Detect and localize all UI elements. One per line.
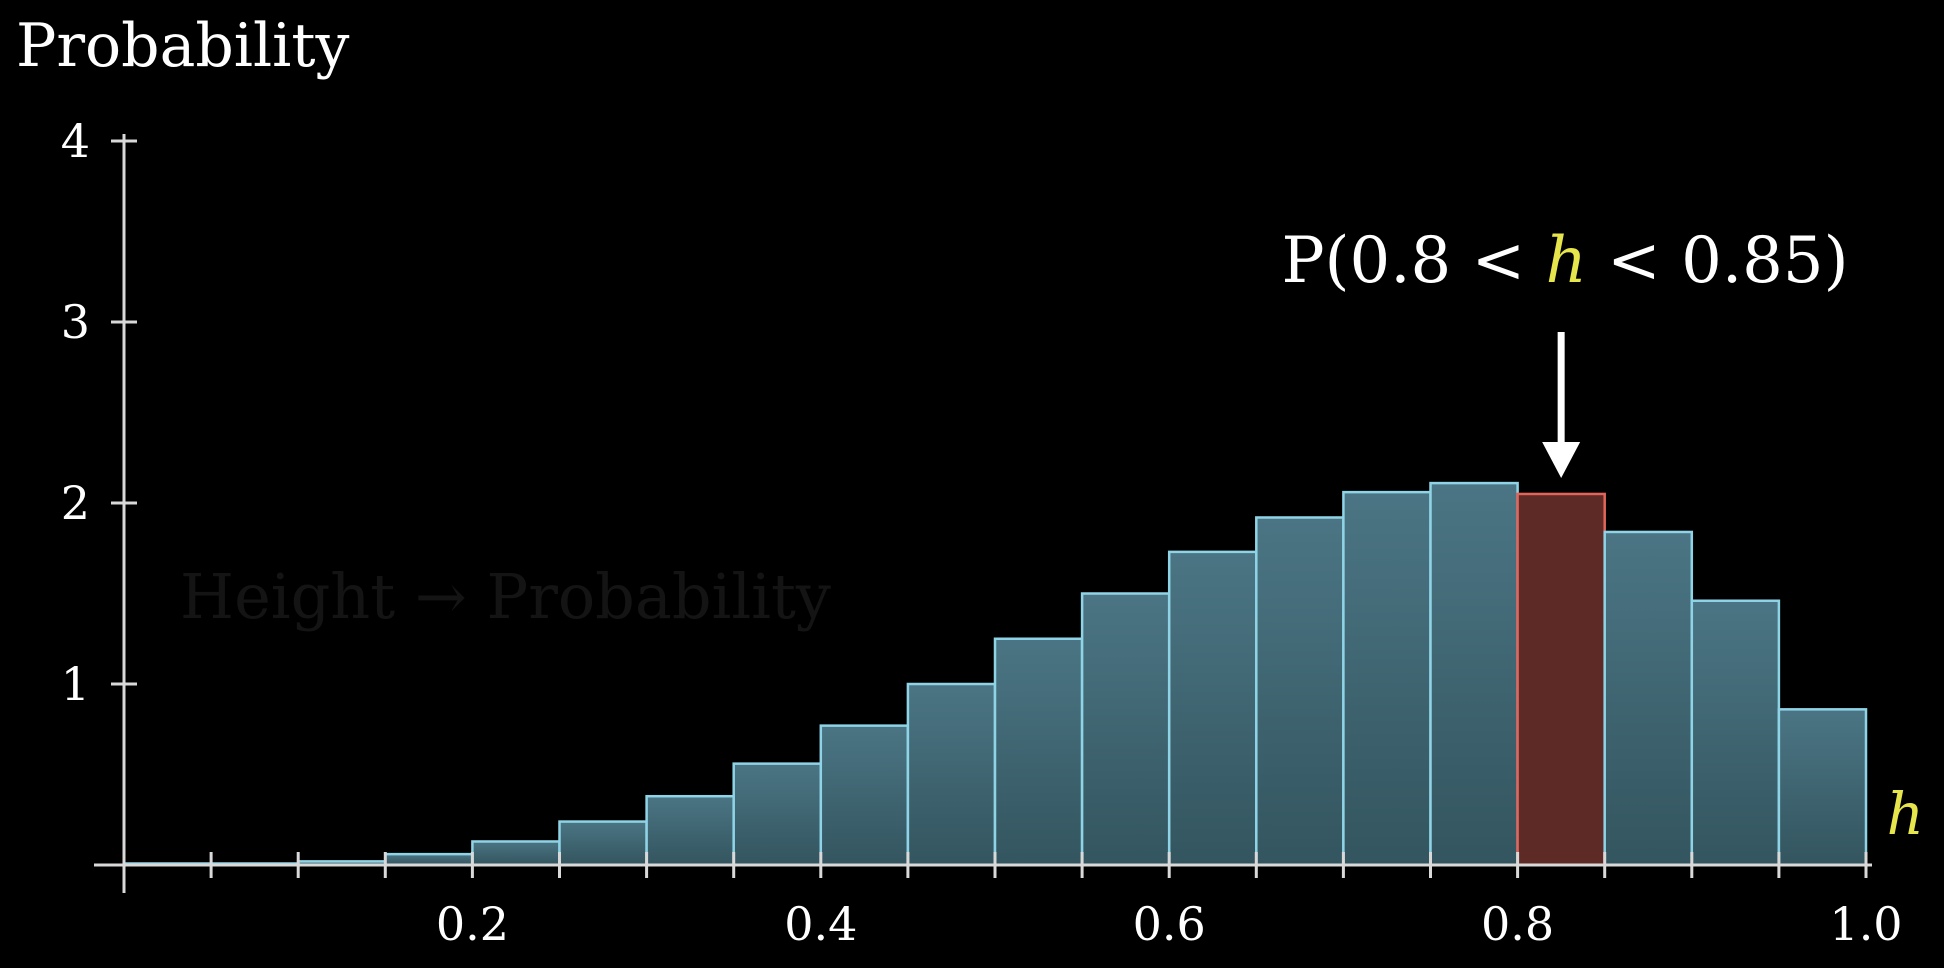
x-axis-label: h <box>1887 780 1924 848</box>
y-axis-label: Probability <box>16 11 349 81</box>
annotation-group: P(0.8 < h < 0.85) <box>1281 224 1849 478</box>
histogram-bar <box>471 840 561 867</box>
y-tick-label: 4 <box>61 114 90 168</box>
histogram-bar <box>558 820 648 867</box>
y-tick-label: 3 <box>61 295 90 349</box>
x-tick-label: 0.4 <box>784 897 857 951</box>
histogram-bar <box>1690 599 1781 867</box>
annotation-arrow-head <box>1542 441 1581 478</box>
histogram-bar <box>1429 481 1519 867</box>
histogram-bar <box>819 724 910 867</box>
histogram-bar <box>1080 592 1171 867</box>
faded-caption: Height → Probability <box>180 560 831 633</box>
histogram-bar <box>1255 516 1345 867</box>
bars-group <box>122 481 1868 867</box>
histogram-bar <box>1603 530 1694 867</box>
x-tick-label: 0.6 <box>1133 897 1206 951</box>
y-tick-label: 2 <box>61 476 90 530</box>
x-tick-label: 1.0 <box>1829 897 1902 951</box>
x-tick-label: 0.8 <box>1481 897 1554 951</box>
histogram-bar <box>732 762 823 867</box>
x-tick-label: 0.2 <box>436 897 509 951</box>
axes-group: 0.2 0.4 0.6 0.8 1.0 1 2 3 4 <box>61 114 1903 951</box>
histogram-bar <box>1342 490 1432 867</box>
histogram-bar <box>1167 550 1258 867</box>
y-tick-label: 1 <box>61 657 90 711</box>
histogram-bar <box>645 794 735 867</box>
annotation-variable: h <box>1546 224 1587 298</box>
annotation-suffix: < 0.85) <box>1587 224 1849 298</box>
histogram-bar <box>906 682 997 867</box>
probability-annotation: P(0.8 < h < 0.85) <box>1281 224 1848 298</box>
annotation-prefix: P(0.8 < <box>1281 224 1545 298</box>
histogram-bar <box>1777 708 1868 867</box>
histogram-bar <box>384 852 474 867</box>
histogram-bar-highlighted <box>1516 492 1606 867</box>
histogram-bar <box>993 637 1084 867</box>
